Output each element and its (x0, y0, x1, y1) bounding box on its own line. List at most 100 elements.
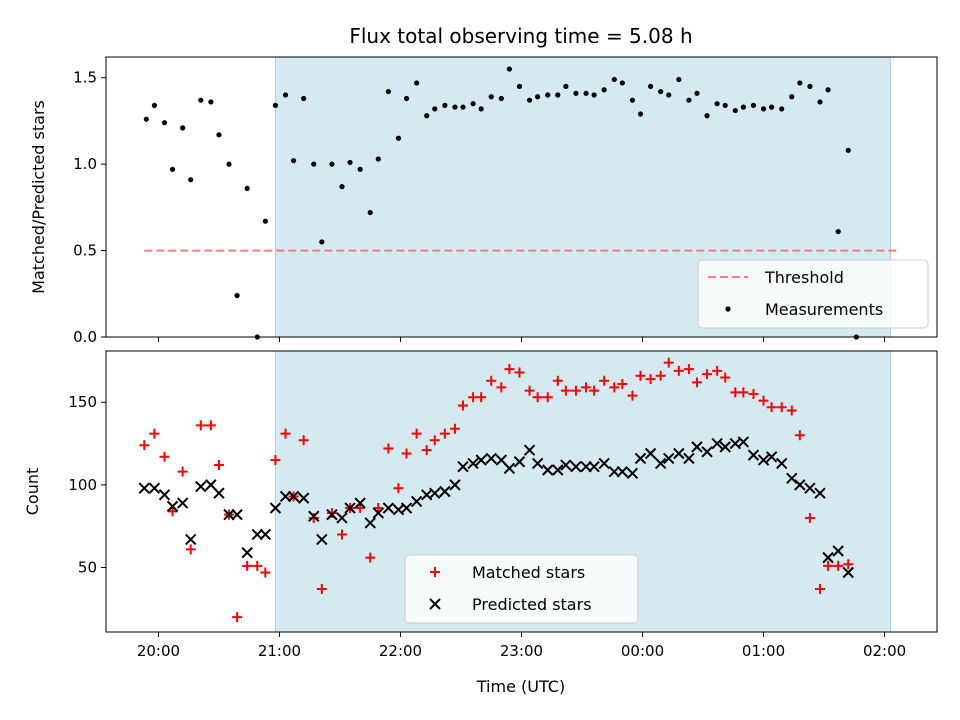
predicted-star-point (523, 444, 536, 456)
predicted-star-point (737, 436, 750, 448)
matched-star-point (316, 584, 327, 595)
measurement-point (555, 92, 561, 98)
measurement-point (545, 92, 551, 98)
measurement-point (301, 95, 307, 102)
x-axis-label: Time (UTC) (476, 677, 565, 696)
matched-star-point (411, 428, 422, 439)
measurement-point (740, 104, 746, 110)
y-tick-label: 150 (68, 393, 97, 411)
measurement-point (637, 111, 644, 117)
predicted-star-point (654, 457, 667, 470)
legend-label: Matched stars (472, 563, 585, 582)
matched-star-point (242, 560, 253, 571)
predicted-star-point (269, 502, 282, 514)
matched-star-point (645, 374, 656, 385)
matched-star-point (355, 503, 366, 514)
y-tick-label: 100 (68, 476, 97, 494)
measurement-point (516, 83, 523, 89)
measurement-point (226, 161, 232, 167)
legend-label: Threshold (764, 268, 844, 287)
legend-box (404, 554, 639, 624)
x-tick-label: 23:00 (500, 642, 543, 660)
measurement-point (216, 132, 222, 138)
predicted-star-point (560, 459, 572, 471)
predicted-star-point (354, 497, 366, 509)
predicted-star-point (616, 465, 629, 478)
measurement-point (395, 135, 402, 141)
matched-star-point (552, 375, 563, 386)
predicted-star-point (241, 546, 253, 559)
measurement-point (272, 102, 279, 108)
predicted-star-point (701, 446, 713, 458)
predicted-star-point (213, 487, 225, 499)
predicted-star-point (195, 480, 207, 493)
y-axis-label: Matched/Predicted stars (29, 100, 48, 294)
measurement-point (825, 87, 831, 93)
matched-star-point (326, 507, 337, 518)
predicted-star-point (786, 472, 798, 484)
measurement-point (339, 184, 345, 190)
predicted-star-point (259, 528, 272, 541)
measurement-point (143, 116, 149, 122)
measurement-point (619, 80, 625, 86)
measurement-point (807, 83, 813, 89)
matched-star-point (776, 402, 787, 413)
predicted-star-point (308, 510, 320, 523)
matched-star-point (421, 445, 432, 456)
count-panel: 20:00 21:00 22:00 23:00 00:00 01:00 02:00 50 100… (23, 350, 938, 660)
measurement-point (573, 90, 579, 96)
matched-star-point (336, 529, 347, 540)
matched-star-point (476, 392, 487, 403)
matched-star-point (401, 448, 412, 459)
predicted-star-point (673, 447, 685, 460)
measurement-point (319, 239, 325, 245)
predicted-star-point (467, 457, 479, 470)
predicted-star-point (691, 441, 703, 453)
matched-star-point (786, 405, 797, 416)
measurement-point (686, 97, 692, 103)
measurement-point (732, 107, 738, 114)
matched-star-point (496, 382, 507, 393)
measurement-point (647, 83, 654, 89)
predicted-star-point (503, 462, 516, 475)
legend-predicted-swatch (429, 598, 441, 610)
predicted-star-point (552, 464, 564, 476)
measurement-point (262, 218, 268, 224)
predicted-star-point (326, 508, 338, 521)
matched-star-point (449, 423, 460, 434)
predicted-star-point (382, 502, 395, 514)
predicted-star-point (794, 479, 806, 491)
x-tick-label: 01:00 (742, 642, 785, 660)
matched-star-point (167, 506, 178, 517)
measurement-point (779, 106, 785, 112)
measurement-point (367, 209, 373, 216)
matched-star-point (655, 370, 666, 381)
matched-star-point (673, 365, 684, 376)
measurement-point (611, 76, 617, 83)
legend-label: Predicted stars (472, 595, 592, 614)
matched-star-point (185, 544, 196, 555)
x-tick-label: 02:00 (863, 642, 906, 660)
predicted-star-point (475, 454, 487, 466)
measurement-point (208, 99, 214, 105)
measurement-point (329, 161, 335, 167)
legend-box (697, 259, 929, 329)
matched-star-point (683, 364, 694, 375)
measurement-point (797, 80, 803, 86)
measurement-point (760, 106, 767, 112)
matched-star-point (599, 375, 610, 386)
matched-star-point (560, 385, 571, 396)
predicted-star-point (457, 460, 469, 473)
predicted-star-point (485, 452, 497, 465)
measurement-point (375, 156, 381, 162)
measurement-point (563, 83, 569, 89)
measurement-point (526, 97, 533, 103)
y-axis-label: Count (23, 468, 42, 516)
predicted-star-point (747, 449, 760, 461)
predicted-star-point (711, 437, 723, 450)
predicted-star-point (336, 512, 348, 524)
predicted-star-point (287, 490, 300, 503)
measurement-point (488, 94, 494, 100)
matched-star-point (280, 428, 291, 439)
predicted-star-point (185, 533, 197, 546)
